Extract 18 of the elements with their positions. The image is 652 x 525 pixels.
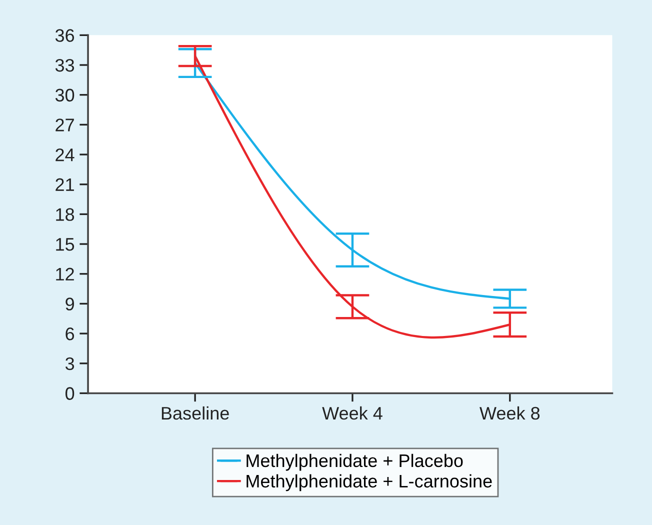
y-tick-label: 30 (55, 88, 74, 102)
x-tick-label: Week 8 (480, 406, 540, 420)
y-tick-label: 24 (56, 148, 74, 162)
y-tick-label: 3 (65, 357, 74, 370)
y-tick-label: 21 (56, 178, 74, 191)
y-tick-label: 12 (56, 268, 74, 280)
legend-label: Methylphenidate + Placebo (246, 454, 463, 471)
y-tick-label: 6 (66, 327, 74, 340)
x-tick-label: Week 4 (322, 406, 382, 420)
y-tick-label: 9 (66, 298, 74, 310)
y-tick-label: 27 (56, 118, 74, 132)
y-tick-label: 36 (55, 29, 74, 42)
y-tick-label: 15 (56, 238, 74, 251)
legend-label: Methylphenidate + L-carnosine (246, 474, 492, 492)
y-tick-label: 0 (65, 387, 74, 400)
y-tick-label: 18 (56, 208, 74, 221)
y-tick-label: 33 (55, 58, 74, 72)
x-tick-label: Baseline (162, 406, 229, 420)
